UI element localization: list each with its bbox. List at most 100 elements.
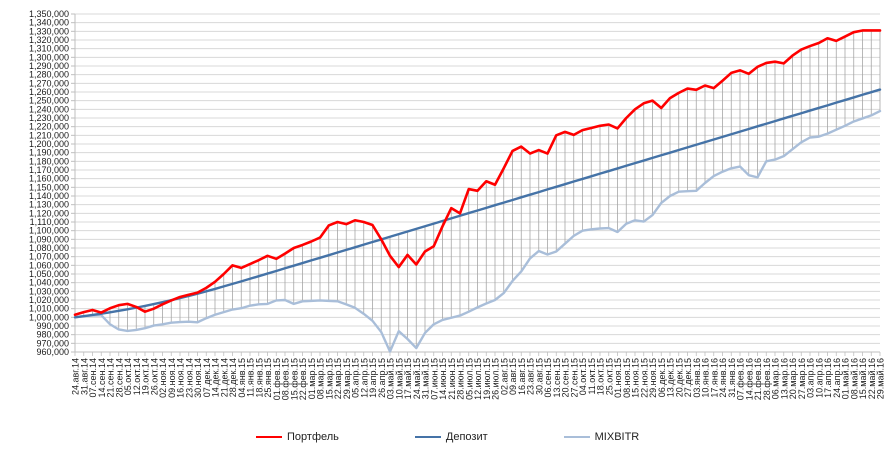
y-axis-label: 1,010,000: [29, 304, 69, 314]
y-axis-label: 1,210,000: [29, 130, 69, 140]
x-axis-label: 21.июн.15: [447, 358, 457, 400]
x-axis-label: 24.апр.16: [832, 358, 842, 398]
x-axis-label: 20.мар.16: [788, 358, 798, 399]
y-axis-label: 1,130,000: [29, 200, 69, 210]
series-line-mixbitr[interactable]: [73, 109, 882, 353]
x-axis-label: 31.май.15: [421, 358, 431, 399]
x-axis-label: 15.мар.15: [324, 358, 334, 399]
x-axis-label: 14.дек.14: [211, 358, 221, 397]
x-axis-label: 27.мар.16: [797, 358, 807, 399]
y-axis-label: 1,240,000: [29, 104, 69, 114]
x-axis-label: 22.мар.15: [333, 358, 343, 399]
series-line-portfolio[interactable]: [73, 29, 882, 317]
y-axis-label: 1,200,000: [29, 139, 69, 149]
x-axis-label: 30.ноя.14: [193, 358, 203, 398]
x-axis-label: 06.мар.16: [771, 358, 781, 399]
y-axis-label: 1,270,000: [29, 78, 69, 88]
y-axis-label: 1,330,000: [29, 26, 69, 36]
x-axis-label: 21.дек.14: [219, 358, 229, 397]
legend-line-sample-mixbitr: [563, 436, 590, 438]
y-axis-label: 1,320,000: [29, 35, 69, 45]
x-axis-label: 12.окт.14: [132, 358, 142, 395]
x-axis-label: 13.мар.16: [779, 358, 789, 399]
y-axis-label: 970,000: [36, 338, 69, 348]
y-axis-label: 1,050,000: [29, 269, 69, 279]
y-axis-label: 1,310,000: [29, 44, 69, 54]
x-axis-label: 01.фев.15: [272, 358, 282, 400]
x-axis-label: 16.ноя.14: [176, 358, 186, 398]
x-axis-label: 18.окт.15: [596, 358, 606, 395]
x-axis-label: 22.ноя.15: [639, 358, 649, 398]
x-axis-label: 15.ноя.15: [631, 358, 641, 398]
legend-item-portfolio[interactable]: Портфель: [256, 431, 339, 443]
x-axis-label: 02.авг.15: [499, 358, 509, 395]
x-axis-label: 21.фев.16: [753, 358, 763, 400]
x-axis-label: 14.фев.16: [744, 358, 754, 400]
y-axis-label: 1,030,000: [29, 286, 69, 296]
x-axis-label: 31.авг.14: [79, 358, 89, 395]
x-axis-label: 13.дек.15: [666, 358, 676, 397]
x-axis-label: 17.май.15: [403, 358, 413, 399]
x-axis-label: 27.дек.15: [683, 358, 693, 397]
y-axis-label: 1,120,000: [29, 208, 69, 218]
series-line-deposit[interactable]: [73, 88, 882, 319]
x-axis-label: 04.окт.15: [578, 358, 588, 395]
x-axis-label: 09.авг.15: [508, 358, 518, 395]
x-axis-label: 22.май.16: [867, 358, 877, 399]
x-axis-label: 24.янв.16: [718, 358, 728, 398]
y-axis-label: 1,060,000: [29, 260, 69, 270]
x-axis-label: 12.июл.15: [473, 358, 483, 400]
x-axis-label: 28.фев.16: [762, 358, 772, 400]
y-axis-label: 990,000: [36, 321, 69, 331]
x-axis-label: 30.авг.15: [534, 358, 544, 395]
x-axis-label: 07.дек.14: [202, 358, 212, 397]
x-axis-label: 08.ноя.15: [622, 358, 632, 398]
y-axis-label: 980,000: [36, 330, 69, 340]
x-axis-label: 19.апр.15: [368, 358, 378, 398]
x-axis-label: 24.май.15: [412, 358, 422, 399]
x-axis-label: 22.фев.15: [298, 358, 308, 400]
x-axis-label: 23.ноя.14: [184, 358, 194, 398]
y-axis-label: 1,080,000: [29, 243, 69, 253]
x-axis-label: 04.янв.15: [237, 358, 247, 398]
y-axis-label: 1,170,000: [29, 165, 69, 175]
x-axis-label: 11.янв.15: [246, 358, 256, 397]
x-axis-label: 19.окт.14: [141, 358, 151, 395]
y-axis-label: 1,090,000: [29, 234, 69, 244]
y-axis-label: 1,190,000: [29, 148, 69, 158]
x-axis-label: 01.май.16: [841, 358, 851, 399]
legend-item-deposit[interactable]: Депозит: [414, 431, 488, 443]
x-axis-label: 21.сен.14: [106, 358, 116, 398]
legend-item-mixbitr[interactable]: MIXBITR: [563, 431, 639, 443]
x-axis-label: 20.дек.15: [674, 358, 684, 397]
y-axis-label: 1,070,000: [29, 252, 69, 262]
x-axis-label: 14.сен.14: [97, 358, 107, 398]
x-axis-label: 25.окт.15: [604, 358, 614, 395]
x-axis-label: 05.окт.14: [123, 358, 133, 395]
x-axis-label: 05.июл.15: [464, 358, 474, 400]
x-axis-label: 06.дек.15: [657, 358, 667, 397]
x-axis-label: 05.апр.15: [351, 358, 361, 398]
x-axis-label: 10.янв.16: [701, 358, 711, 398]
x-axis-label: 15.фев.15: [289, 358, 299, 400]
x-axis-label: 08.май.16: [849, 358, 859, 399]
x-axis-label: 07.сен.14: [88, 358, 98, 398]
x-axis-label: 10.апр.16: [814, 358, 824, 398]
x-axis-label: 02.ноя.14: [158, 358, 168, 398]
x-axis-label: 08.фев.15: [281, 358, 291, 400]
x-axis-label: 29.май.16: [876, 358, 886, 399]
x-axis-label: 09.ноя.14: [167, 358, 177, 398]
y-axis-label: 1,280,000: [29, 70, 69, 80]
y-axis-label: 1,000,000: [29, 312, 69, 322]
y-axis-label: 1,290,000: [29, 61, 69, 71]
legend-label-deposit: Депозит: [445, 431, 488, 443]
x-axis-label: 29.ноя.15: [648, 358, 658, 398]
x-axis-label: 19.июл.15: [482, 358, 492, 400]
x-axis-label: 25.янв.15: [263, 358, 273, 398]
x-axis-label: 10.май.15: [394, 358, 404, 399]
x-axis-label: 27.сен.15: [569, 358, 579, 398]
x-axis-label: 07.июн.15: [429, 358, 439, 400]
x-axis-label: 28.сен.14: [114, 358, 124, 398]
